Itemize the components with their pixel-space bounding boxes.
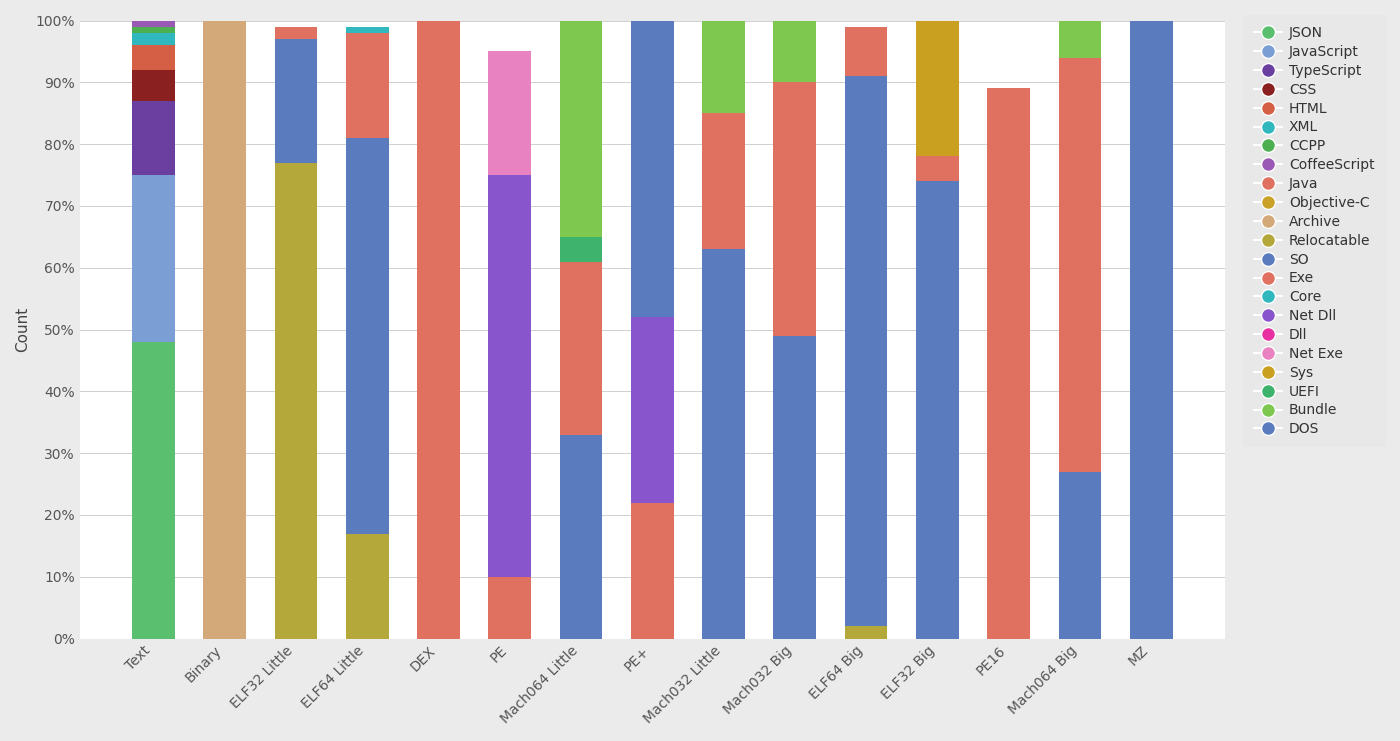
Bar	[346, 27, 389, 33]
Bar	[1058, 58, 1102, 472]
Bar	[132, 175, 175, 342]
Bar	[631, 21, 673, 317]
Bar	[844, 626, 888, 639]
Bar	[773, 82, 816, 336]
Bar	[132, 33, 175, 45]
Bar	[916, 182, 959, 639]
Bar	[346, 138, 389, 534]
Bar	[560, 237, 602, 262]
Bar	[844, 76, 888, 626]
Bar	[274, 27, 318, 39]
Bar	[132, 101, 175, 175]
Bar	[489, 576, 531, 639]
Bar	[132, 21, 175, 27]
Bar	[1130, 21, 1173, 639]
Bar	[489, 51, 531, 175]
Bar	[1058, 472, 1102, 639]
Bar	[346, 534, 389, 639]
Bar	[417, 21, 459, 639]
Legend: JSON, JavaScript, TypeScript, CSS, HTML, XML, CCPP, CoffeeScript, Java, Objectiv: JSON, JavaScript, TypeScript, CSS, HTML,…	[1243, 15, 1386, 448]
Bar	[703, 21, 745, 113]
Bar	[489, 175, 531, 576]
Bar	[132, 27, 175, 33]
Bar	[203, 21, 246, 639]
Bar	[631, 502, 673, 639]
Bar	[1058, 21, 1102, 58]
Bar	[346, 33, 389, 138]
Bar	[274, 163, 318, 639]
Bar	[132, 342, 175, 639]
Bar	[132, 70, 175, 101]
Y-axis label: Count: Count	[15, 307, 29, 352]
Bar	[703, 249, 745, 639]
Bar	[916, 21, 959, 156]
Bar	[703, 113, 745, 249]
Bar	[844, 27, 888, 76]
Bar	[274, 39, 318, 163]
Bar	[773, 336, 816, 639]
Bar	[773, 21, 816, 82]
Bar	[987, 88, 1030, 639]
Bar	[560, 21, 602, 237]
Bar	[916, 156, 959, 182]
Bar	[132, 45, 175, 70]
Bar	[560, 435, 602, 639]
Bar	[631, 317, 673, 502]
Bar	[560, 262, 602, 435]
